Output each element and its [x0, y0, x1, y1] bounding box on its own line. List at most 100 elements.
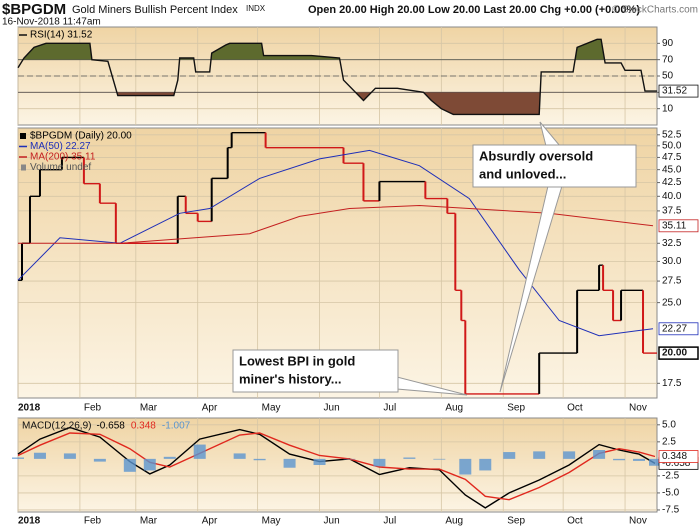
legend-swatch [21, 164, 26, 171]
x-tick-label: Jun [324, 516, 340, 527]
x-tick-label: Jul [383, 516, 396, 527]
x-tick-label: Mar [140, 516, 158, 527]
rsi-fill [22, 39, 605, 60]
exchange: INDX [246, 4, 266, 13]
histogram-bar [33, 452, 46, 459]
y-tick-label: 17.5 [662, 378, 682, 389]
legend-entry: MA(50) 22.27 [30, 141, 91, 152]
y-tick-label: 27.5 [662, 276, 682, 287]
x-tick-label: 2018 [18, 516, 41, 527]
quote: Open 20.00 High 20.00 Low 20.00 Last 20.… [308, 4, 640, 16]
symbol: $BPGDM [2, 1, 66, 18]
legend-entry: RSI(14) 31.52 [30, 30, 93, 41]
panel-background [17, 417, 658, 513]
histogram-bar [93, 458, 106, 462]
credit: © StockCharts.com [612, 5, 698, 16]
y-tick-label: 2.5 [662, 436, 676, 447]
histogram-bar [123, 458, 136, 472]
y-tick-label: 10 [662, 103, 674, 114]
histogram-bar [343, 458, 356, 460]
y-tick-label: 50 [662, 71, 674, 82]
histogram-bar [479, 458, 492, 471]
histogram-bar [433, 458, 446, 460]
last-value-label: 22.27 [662, 323, 687, 334]
y-tick-label: 45.0 [662, 164, 682, 175]
histogram-bar [563, 451, 576, 459]
y-tick-label: 42.5 [662, 177, 682, 188]
y-tick-label: 30.0 [662, 256, 682, 267]
callout-text: Absurdly oversold [479, 148, 593, 163]
histogram-bar [649, 458, 662, 466]
histogram-bar [283, 458, 296, 468]
histogram-bar [613, 458, 626, 461]
x-tick-label: Sep [507, 516, 525, 527]
callout-box [472, 144, 637, 188]
y-tick-label: 37.5 [662, 206, 682, 217]
y-tick-label: 32.5 [662, 238, 682, 249]
histogram-bar [163, 456, 176, 459]
callout-text: and unloved... [479, 166, 566, 181]
x-tick-label: Apr [202, 403, 218, 414]
y-tick-label: 70 [662, 54, 674, 65]
histogram-bar [633, 458, 646, 461]
histogram-bar [143, 458, 156, 471]
legend-entry: MA(200) 35.11 [30, 152, 96, 163]
x-tick-label: Feb [84, 516, 102, 527]
series-line [17, 38, 657, 116]
x-tick-label: Oct [567, 403, 583, 414]
histogram-bar [63, 453, 76, 459]
legend-entry: 0.348 [131, 421, 156, 432]
legend-entry: -1.007 [162, 421, 191, 432]
y-tick-label: 50.0 [662, 140, 682, 151]
x-tick-label: Jul [383, 403, 396, 414]
histogram-bar [253, 458, 266, 461]
series-line [17, 149, 654, 337]
last-value-box [658, 346, 699, 360]
y-tick-label: -7.5 [662, 505, 680, 516]
histogram-bar [403, 457, 416, 459]
x-tick-label: Nov [629, 403, 647, 414]
x-tick-label: Nov [629, 516, 647, 527]
rsi-fill [116, 92, 541, 115]
histogram-bar [12, 457, 24, 459]
histogram-bar [313, 458, 326, 465]
x-tick-label: 2018 [18, 403, 41, 414]
last-value-label: 0.348 [662, 451, 687, 462]
legend-entry: -0.658 [96, 421, 125, 432]
legend-entry: Volume undef [30, 162, 91, 173]
legend-title: MACD(12,26,9) [22, 421, 91, 432]
last-value-box [658, 219, 699, 233]
histogram-bar [593, 450, 606, 459]
callout-box [232, 349, 399, 393]
x-tick-label: Oct [567, 516, 583, 527]
y-tick-label: 40.0 [662, 191, 682, 202]
histogram-bar [459, 458, 472, 475]
x-tick-label: Apr [202, 516, 218, 527]
x-tick-label: May [262, 516, 281, 527]
legend-swatch [20, 133, 26, 139]
last-value-label: -0.658 [662, 458, 691, 469]
histogram-bar [193, 444, 206, 459]
x-tick-label: Aug [445, 403, 463, 414]
histogram-bar [503, 452, 516, 459]
x-tick-label: May [262, 403, 281, 414]
callout-text: miner's history... [239, 371, 342, 386]
last-value-label: 31.52 [662, 86, 687, 97]
y-tick-label: 52.5 [662, 129, 682, 140]
last-value-box [658, 450, 699, 463]
series-line [18, 204, 654, 244]
timestamp: 16-Nov-2018 11:47am [2, 17, 101, 28]
y-tick-label: 90 [662, 38, 674, 49]
x-tick-label: Jun [324, 403, 340, 414]
x-tick-label: Feb [84, 403, 102, 414]
y-tick-label: 25.0 [662, 297, 682, 308]
last-value-label: 35.11 [662, 220, 687, 231]
y-tick-label: 5.0 [662, 419, 676, 430]
histogram-bar [373, 458, 386, 467]
x-tick-label: Aug [445, 516, 463, 527]
last-value-box [658, 322, 699, 336]
index-name: Gold Miners Bullish Percent Index [72, 4, 238, 16]
last-value-box [658, 84, 699, 98]
histogram-bar [233, 453, 246, 459]
